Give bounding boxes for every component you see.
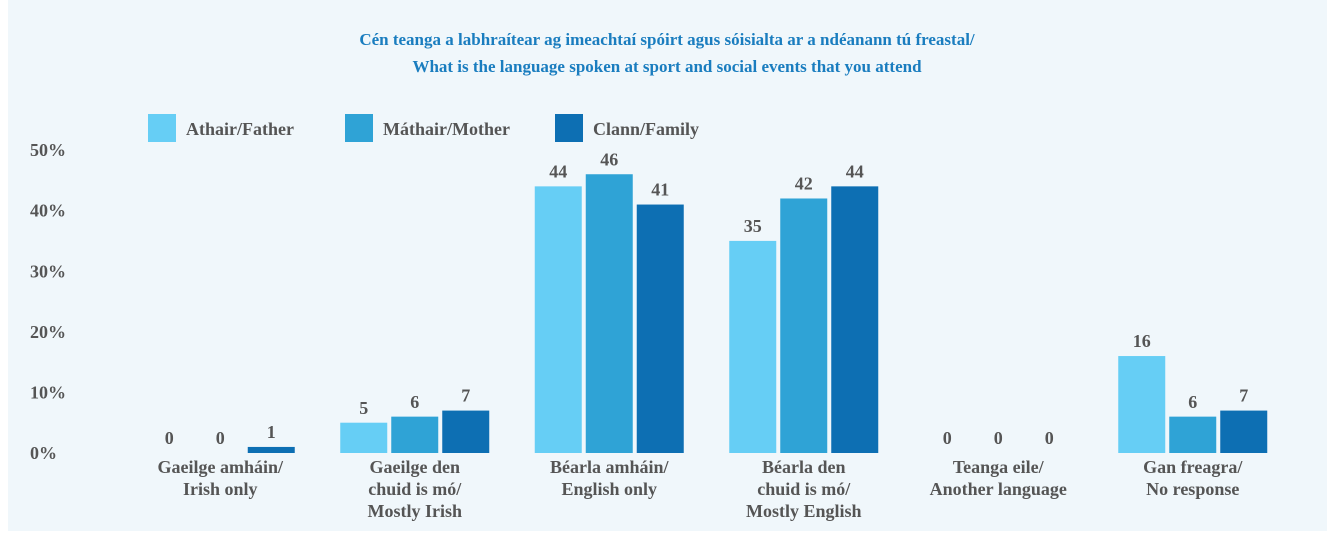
value-label: 42 — [795, 174, 813, 194]
bar — [442, 410, 490, 453]
value-label: 46 — [600, 149, 618, 169]
bar — [1220, 410, 1268, 453]
bar — [636, 204, 684, 453]
bar — [780, 198, 828, 453]
x-tick-label: Irish only — [183, 479, 258, 499]
legend-label: Clann/Family — [593, 119, 699, 139]
value-label: 16 — [1133, 331, 1151, 351]
x-tick-label: Béarla amháin/ — [550, 457, 670, 477]
x-tick-label: Another language — [930, 479, 1067, 499]
value-label: 7 — [461, 386, 470, 406]
legend-swatch — [148, 114, 176, 142]
x-tick-label: chuid is mó/ — [757, 479, 851, 499]
value-label: 0 — [943, 428, 952, 448]
x-tick-label: Gan freagra/ — [1143, 457, 1243, 477]
x-tick-label: Béarla den — [762, 457, 846, 477]
x-tick-label: Gaeilge amháin/ — [158, 457, 284, 477]
value-label: 5 — [359, 398, 368, 418]
y-tick-label: 50% — [30, 140, 66, 160]
legend-swatch — [345, 114, 373, 142]
x-tick-label: English only — [561, 479, 657, 499]
value-label: 6 — [1188, 392, 1197, 412]
bar — [585, 174, 633, 454]
value-label: 1 — [267, 422, 276, 442]
value-label: 7 — [1239, 386, 1248, 406]
x-tick-label: Mostly Irish — [368, 501, 463, 521]
value-label: 44 — [549, 161, 567, 181]
chart-title: Cén teanga a labhraítear ag imeachtaí sp… — [359, 30, 975, 49]
bar — [534, 186, 582, 454]
bar — [729, 240, 777, 453]
x-tick-label: Teanga eile/ — [953, 457, 1045, 477]
y-tick-label: 20% — [30, 322, 66, 342]
x-tick-label: Gaeilge den — [370, 457, 461, 477]
bar — [1118, 356, 1166, 453]
x-tick-label: chuid is mó/ — [368, 479, 462, 499]
x-tick-label: No response — [1146, 479, 1239, 499]
legend-swatch — [555, 114, 583, 142]
y-tick-label: 30% — [30, 261, 66, 281]
bar — [340, 422, 388, 453]
value-label: 0 — [994, 428, 1003, 448]
y-tick-label: 40% — [30, 201, 66, 221]
legend-label: Máthair/Mother — [383, 119, 510, 139]
y-tick-label: 10% — [30, 383, 66, 403]
chart-title: What is the language spoken at sport and… — [412, 57, 922, 76]
value-label: 6 — [410, 392, 419, 412]
value-label: 44 — [846, 161, 864, 181]
value-label: 0 — [1045, 428, 1054, 448]
bar — [831, 186, 879, 454]
value-label: 0 — [216, 428, 225, 448]
bar — [391, 416, 439, 453]
bar — [1169, 416, 1217, 453]
value-label: 35 — [744, 216, 762, 236]
y-tick-label: 0% — [30, 443, 57, 463]
value-label: 41 — [651, 180, 669, 200]
bar — [247, 446, 295, 453]
x-tick-label: Mostly English — [746, 501, 862, 521]
legend-label: Athair/Father — [186, 119, 294, 139]
value-label: 0 — [165, 428, 174, 448]
